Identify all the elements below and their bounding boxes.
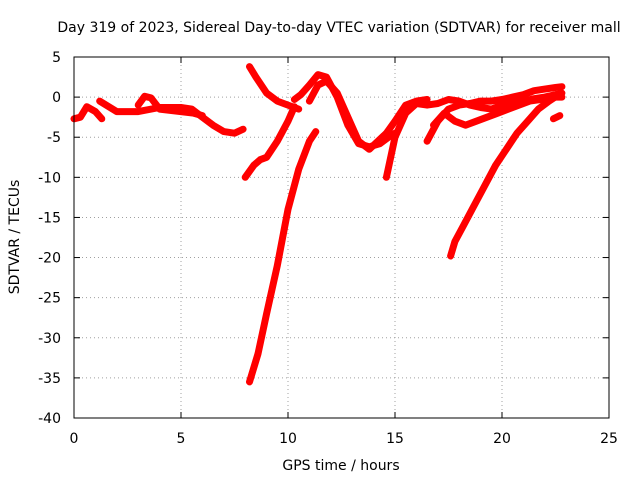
y-tick-label: -25 — [38, 291, 61, 307]
x-tick-label: 5 — [177, 431, 186, 447]
series-arc-12 — [447, 92, 562, 260]
x-tick-label: 10 — [279, 431, 297, 447]
y-axis-label: SDTVAR / TECUs — [7, 180, 23, 295]
x-tick-label: 15 — [386, 431, 404, 447]
y-tick-label: -15 — [38, 210, 61, 226]
y-tick-label: -10 — [38, 170, 61, 186]
y-tick-label: 5 — [52, 50, 61, 66]
y-tick-label: -30 — [38, 331, 61, 347]
x-tick-label: 25 — [600, 431, 618, 447]
series-arc-6 — [246, 128, 320, 386]
series-arc-13 — [549, 112, 564, 123]
series-arc-2 — [96, 97, 247, 137]
series-arc-4 — [241, 103, 298, 181]
series-arc-1 — [70, 103, 106, 123]
series-arc-8 — [305, 77, 431, 153]
series-arc-5 — [246, 63, 303, 113]
series-arc-10 — [423, 83, 566, 145]
axis-ticks — [73, 56, 610, 419]
x-tick-label: 0 — [70, 431, 79, 447]
chart-title: Day 319 of 2023, Sidereal Day-to-day VTE… — [57, 20, 620, 36]
y-tick-label: -40 — [38, 411, 61, 427]
y-tick-label: -20 — [38, 251, 61, 267]
y-tick-label: 0 — [52, 90, 61, 106]
y-tick-label: -5 — [47, 130, 61, 146]
data-series — [70, 63, 566, 386]
x-tick-labels: 0 5 10 15 20 25 — [70, 431, 618, 447]
series-arc-11 — [430, 93, 566, 129]
plot-frame — [73, 56, 610, 419]
y-tick-labels: 5 0 -5 -10 -15 -20 -25 -30 -35 -40 — [38, 50, 61, 427]
series-arc-3 — [134, 92, 206, 120]
x-tick-label: 20 — [493, 431, 511, 447]
y-tick-label: -35 — [38, 371, 61, 387]
x-axis-label: GPS time / hours — [282, 458, 399, 474]
